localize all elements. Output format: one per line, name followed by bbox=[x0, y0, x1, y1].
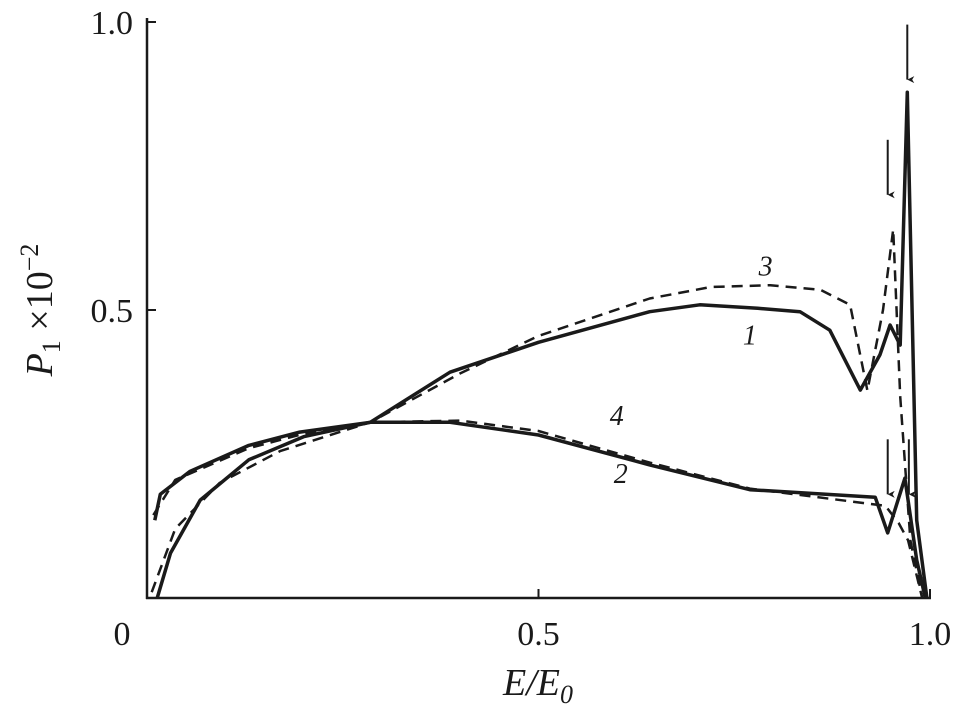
series-3-line bbox=[150, 228, 924, 599]
x-tick-label: 0 bbox=[114, 616, 131, 653]
x-tick-label: 1.0 bbox=[909, 616, 952, 653]
series-1-label: 1 bbox=[743, 321, 757, 352]
series-4-label: 4 bbox=[610, 401, 624, 432]
series-3-label: 3 bbox=[758, 251, 773, 282]
x-tick-label: 0.5 bbox=[517, 616, 560, 653]
series-2-line bbox=[153, 420, 928, 599]
series-1-line bbox=[155, 90, 929, 599]
x-axis-label: E/E0 bbox=[502, 662, 573, 709]
series-2-label: 2 bbox=[614, 459, 628, 490]
y-tick-label: 0.5 bbox=[91, 293, 134, 330]
y-tick-label: 1.0 bbox=[91, 5, 134, 42]
series-4-line bbox=[152, 419, 924, 599]
y-axis-label: P1 ×10−2 bbox=[15, 244, 66, 378]
